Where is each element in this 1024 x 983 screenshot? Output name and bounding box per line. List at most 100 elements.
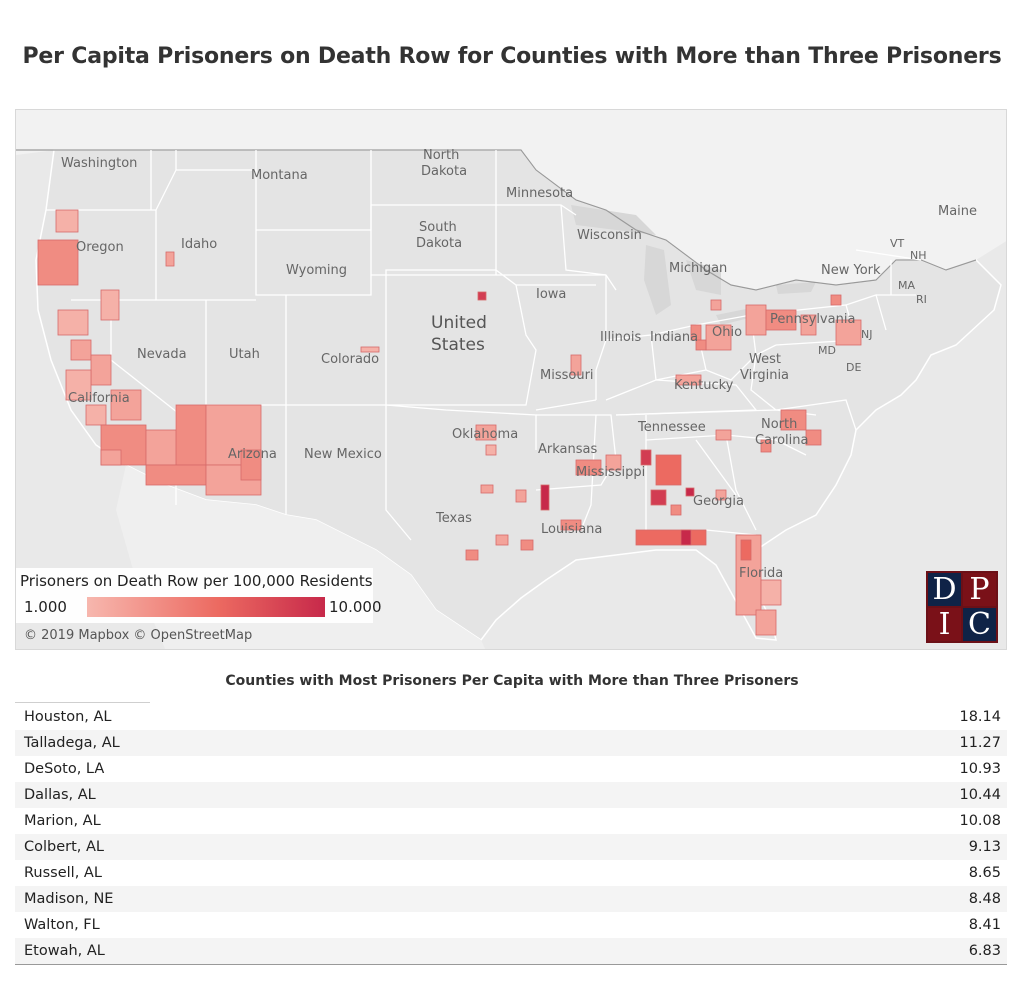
state-label-iowa: Iowa: [536, 287, 566, 302]
dpic-logo: D P I C: [926, 571, 998, 643]
state-label-minnesota: Minnesota: [506, 186, 573, 201]
county-name: Houston, AL: [24, 709, 112, 725]
state-label-mississippi: Mississippi: [576, 465, 645, 480]
legend-color-ramp: [87, 597, 325, 617]
table-row[interactable]: Marion, AL 10.08: [15, 808, 1007, 834]
state-label-texas: Texas: [435, 511, 472, 526]
state-label-north-carolina-2: Carolina: [755, 433, 809, 448]
county-name: Talladega, AL: [24, 735, 120, 751]
state-label-michigan: Michigan: [669, 261, 727, 276]
state-label-idaho: Idaho: [181, 237, 217, 252]
canada-land: [16, 110, 1006, 290]
state-label-new-hampshire: NH: [910, 249, 927, 262]
state-label-arkansas: Arkansas: [538, 442, 597, 457]
state-label-wisconsin: Wisconsin: [577, 228, 642, 243]
state-label-new-mexico: New Mexico: [304, 447, 382, 462]
legend-max-label: 10.000: [329, 598, 382, 616]
county-name: Etowah, AL: [24, 943, 105, 959]
state-label-north-carolina-1: North: [761, 417, 797, 432]
state-label-massachusetts: MA: [898, 279, 915, 292]
page-title: Per Capita Prisoners on Death Row for Co…: [22, 44, 1002, 69]
table-row[interactable]: Russell, AL 8.65: [15, 860, 1007, 886]
logo-letter-p: P: [963, 573, 996, 606]
table-row[interactable]: Colbert, AL 9.13: [15, 834, 1007, 860]
state-label-new-jersey: NJ: [861, 328, 872, 341]
county-name: DeSoto, LA: [24, 761, 105, 777]
per-capita-value: 8.48: [968, 891, 1001, 907]
table-row[interactable]: Dallas, AL 10.44: [15, 782, 1007, 808]
table-row[interactable]: Madison, NE 8.48: [15, 886, 1007, 912]
table-header-divider: [15, 702, 150, 703]
state-label-north-dakota-2: Dakota: [421, 164, 467, 179]
lake-huron: [686, 260, 721, 295]
table-row[interactable]: Houston, AL 18.14: [15, 704, 1007, 730]
per-capita-value: 8.65: [968, 865, 1001, 881]
lake-superior: [571, 205, 656, 235]
state-label-montana: Montana: [251, 168, 308, 183]
counties-table: Houston, AL 18.14 Talladega, AL 11.27 DeSoto…: [15, 704, 1007, 965]
state-label-pennsylvania: Pennsylvania: [770, 312, 855, 327]
logo-letter-d: D: [928, 573, 961, 606]
state-label-kentucky: Kentucky: [674, 378, 734, 393]
county-name: Madison, NE: [24, 891, 114, 907]
state-label-ohio: Ohio: [712, 325, 742, 340]
state-label-indiana: Indiana: [650, 330, 698, 345]
per-capita-value: 10.44: [959, 787, 1001, 803]
state-label-colorado: Colorado: [321, 352, 379, 367]
per-capita-value: 6.83: [968, 943, 1001, 959]
table-row[interactable]: Walton, FL 8.41: [15, 912, 1007, 938]
state-label-washington: Washington: [61, 156, 137, 171]
state-label-maine: Maine: [938, 204, 977, 219]
county-name: Dallas, AL: [24, 787, 96, 803]
state-label-new-york: New York: [821, 263, 881, 278]
state-label-nevada: Nevada: [137, 347, 187, 362]
country-label-line2: States: [431, 335, 485, 355]
per-capita-value: 8.41: [968, 917, 1001, 933]
lake-ontario: [776, 282, 816, 294]
county-shapes: [37, 209, 862, 636]
state-label-arizona: Arizona: [228, 447, 277, 462]
per-capita-value: 10.93: [959, 761, 1001, 777]
county-name: Marion, AL: [24, 813, 101, 829]
state-label-oregon: Oregon: [76, 240, 124, 255]
lake-michigan: [644, 245, 671, 315]
per-capita-value: 9.13: [968, 839, 1001, 855]
map-canvas: Washington Montana North Dakota Minnesot…: [16, 110, 1006, 649]
state-label-vermont: VT: [890, 237, 905, 250]
state-label-florida: Florida: [739, 566, 783, 581]
state-label-delaware: DE: [846, 361, 861, 374]
logo-letter-i: I: [928, 608, 961, 641]
state-label-wyoming: Wyoming: [286, 263, 347, 278]
state-label-california: California: [68, 391, 130, 406]
legend-min-label: 1.000: [24, 598, 67, 616]
table-row[interactable]: DeSoto, LA 10.93: [15, 756, 1007, 782]
county-name: Walton, FL: [24, 917, 100, 933]
state-label-oklahoma: Oklahoma: [452, 427, 518, 442]
per-capita-value: 18.14: [959, 709, 1001, 725]
state-label-missouri: Missouri: [540, 368, 594, 383]
state-label-rhode-island: RI: [916, 293, 927, 306]
table-row[interactable]: Etowah, AL 6.83: [15, 938, 1007, 964]
state-label-utah: Utah: [229, 347, 260, 362]
map-attribution[interactable]: © 2019 Mapbox © OpenStreetMap: [24, 628, 253, 643]
state-label-south-dakota-2: Dakota: [416, 236, 462, 251]
state-label-north-dakota-1: North: [423, 148, 459, 163]
state-label-west-virginia-2: Virginia: [740, 368, 789, 383]
country-label-line1: United: [431, 313, 487, 333]
per-capita-value: 11.27: [959, 735, 1001, 751]
legend-title: Prisoners on Death Row per 100,000 Resid…: [20, 572, 373, 590]
choropleth-map[interactable]: Washington Montana North Dakota Minnesot…: [15, 109, 1007, 650]
logo-letter-c: C: [963, 608, 996, 641]
table-row[interactable]: Talladega, AL 11.27: [15, 730, 1007, 756]
state-label-south-dakota-1: South: [419, 220, 457, 235]
map-legend: Prisoners on Death Row per 100,000 Resid…: [16, 568, 382, 623]
county-name: Colbert, AL: [24, 839, 105, 855]
state-label-illinois: Illinois: [600, 330, 641, 345]
county-name: Russell, AL: [24, 865, 102, 881]
state-label-maryland: MD: [818, 344, 836, 357]
state-label-louisiana: Louisiana: [541, 522, 602, 537]
table-title: Counties with Most Prisoners Per Capita …: [225, 673, 799, 689]
state-label-georgia: Georgia: [693, 494, 744, 509]
state-label-tennessee: Tennessee: [637, 420, 706, 435]
international-border: [16, 149, 977, 291]
